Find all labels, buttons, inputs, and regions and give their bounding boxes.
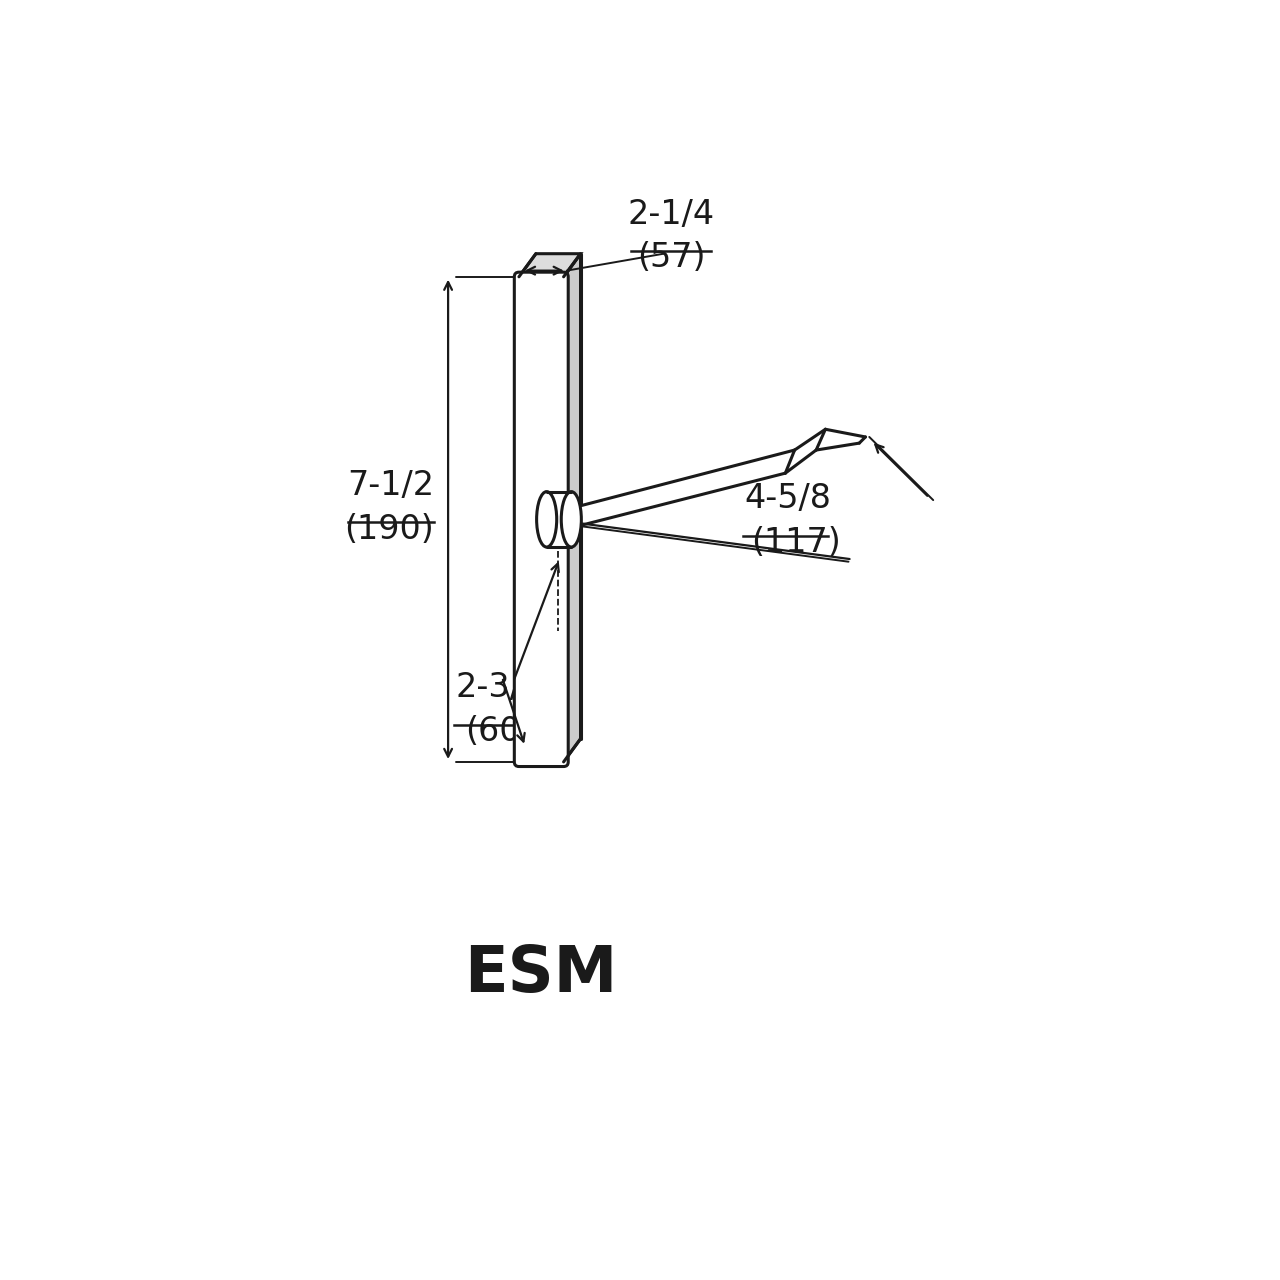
Text: 7-1/2: 7-1/2	[347, 470, 434, 503]
Polygon shape	[568, 451, 795, 529]
Polygon shape	[518, 253, 581, 276]
Text: (57): (57)	[637, 242, 705, 274]
Text: ESM: ESM	[463, 942, 617, 1005]
Ellipse shape	[561, 492, 581, 547]
Polygon shape	[786, 429, 865, 474]
Text: 4-5/8: 4-5/8	[745, 483, 832, 516]
Text: 2-3/8*: 2-3/8*	[456, 671, 559, 704]
Ellipse shape	[536, 492, 557, 547]
Text: (190): (190)	[344, 512, 434, 545]
Text: 2-1/4: 2-1/4	[627, 197, 716, 230]
FancyBboxPatch shape	[515, 273, 568, 767]
Text: (117): (117)	[750, 526, 841, 559]
Polygon shape	[547, 492, 571, 547]
Text: (60): (60)	[465, 716, 534, 748]
Polygon shape	[563, 253, 581, 762]
